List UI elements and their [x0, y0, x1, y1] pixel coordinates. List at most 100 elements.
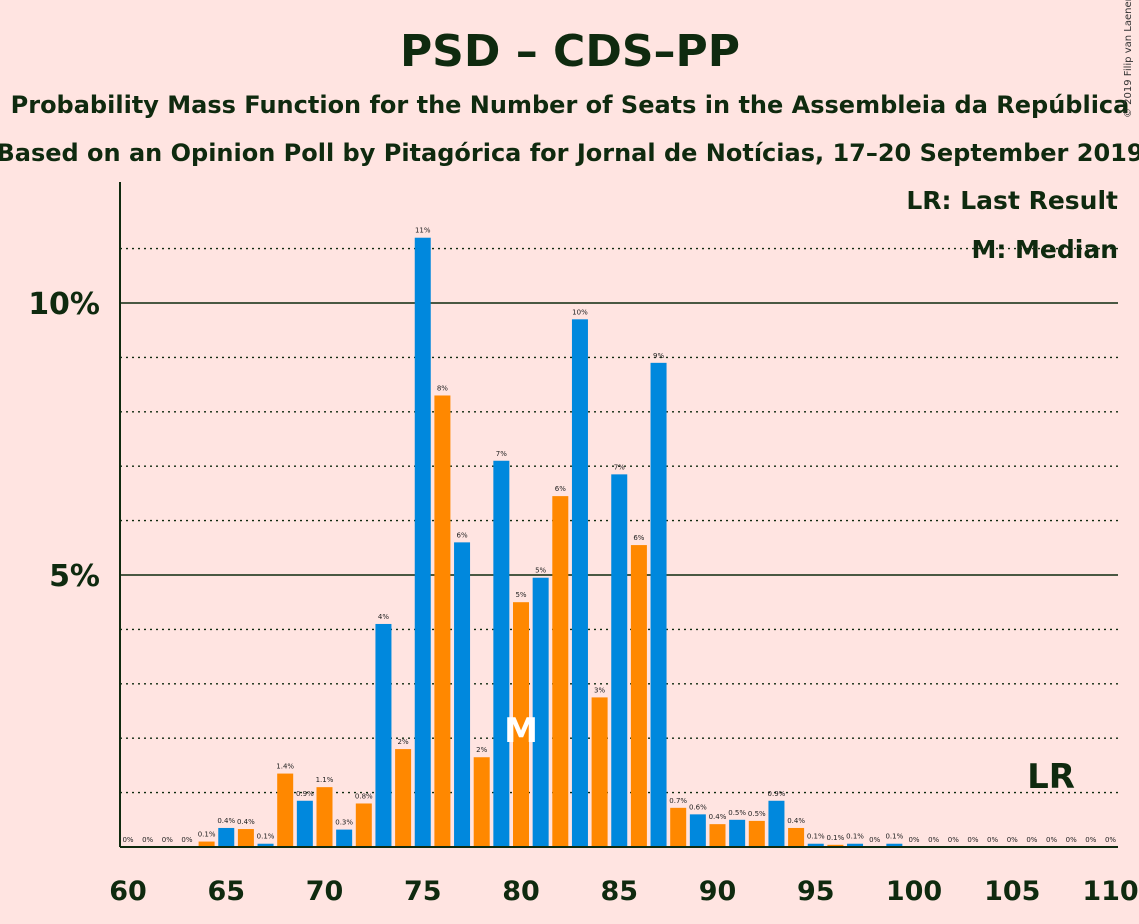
x-tick-label: 95 [797, 876, 835, 907]
bar-seat-82 [552, 496, 569, 847]
data-label-seat-60: 0% [122, 836, 133, 844]
data-label-seat-79: 7% [496, 450, 507, 458]
bar-seat-93 [768, 800, 785, 847]
data-label-seat-96: 0.1% [827, 834, 845, 842]
bar-seat-71 [336, 829, 353, 847]
data-label-seat-72: 0.8% [355, 792, 373, 800]
bar-seat-84 [591, 697, 608, 847]
bar-seat-74 [395, 749, 412, 847]
data-labels-group: 0% 0% 0% 0%0.1%0.4% 0.4%0.1%1.4%0.9%1.1%0.3%… [122, 227, 1116, 844]
bar-seat-79 [493, 460, 510, 847]
data-label-seat-98: 0% [869, 836, 880, 844]
data-label-seat-108: 0% [1066, 836, 1077, 844]
bar-seat-90 [709, 824, 726, 847]
data-label-seat-86: 6% [633, 534, 644, 542]
x-tick-label: 70 [306, 876, 344, 907]
data-label-seat-62: 0% [162, 836, 173, 844]
data-label-seat-64: 0.1% [198, 831, 216, 839]
x-tick-label: 75 [404, 876, 442, 907]
data-label-seat-84: 3% [594, 686, 605, 694]
median-marker: M [504, 711, 538, 751]
data-label-seat-74: 2% [398, 738, 409, 746]
data-label-seat-87: 9% [653, 352, 664, 360]
bar-seat-95 [807, 843, 824, 847]
bar-seat-68 [277, 773, 294, 847]
data-label-seat-90: 0.4% [709, 813, 727, 821]
chart-subtitle-2: Based on an Opinion Poll by Pitagórica f… [0, 139, 1139, 167]
data-label-seat-110: 0% [1105, 836, 1116, 844]
data-label-seat-82: 6% [555, 485, 566, 493]
data-label-seat-94: 0.4% [787, 817, 805, 825]
copyright-note: © 2019 Filip van Laenen [1123, 0, 1134, 118]
data-label-seat-81: 5% [535, 567, 546, 575]
chart-subtitle-1: Probability Mass Function for the Number… [11, 91, 1130, 119]
data-label-seat-104: 0% [987, 836, 998, 844]
bar-seat-87 [650, 362, 667, 847]
bar-seat-85 [611, 474, 628, 847]
data-label-seat-61: 0% [142, 836, 153, 844]
y-tick-label: 5% [49, 559, 100, 594]
bar-seat-89 [689, 814, 706, 847]
data-label-seat-95: 0.1% [807, 833, 825, 841]
bar-seat-75 [414, 237, 431, 848]
data-label-seat-106: 0% [1026, 836, 1037, 844]
bar-seat-86 [630, 545, 647, 847]
data-label-seat-85: 7% [614, 463, 625, 471]
data-label-seat-70: 1.1% [316, 776, 334, 784]
bar-seat-66 [237, 829, 254, 847]
bar-seat-97 [847, 843, 864, 847]
data-label-seat-83: 10% [572, 308, 588, 316]
bar-seat-76 [434, 395, 451, 847]
data-label-seat-103: 0% [967, 836, 978, 844]
bar-seat-92 [748, 820, 765, 847]
data-label-seat-100: 0% [908, 836, 919, 844]
last-result-marker: LR [1027, 757, 1075, 797]
data-label-seat-63: 0% [181, 836, 192, 844]
bar-seat-72 [355, 803, 372, 847]
x-tick-label: 85 [600, 876, 638, 907]
data-label-seat-71: 0.3% [335, 819, 353, 827]
axes-group: 5% 10% 60 65 70 75 80 85 90 95 100 105 110 [28, 182, 1139, 907]
data-label-seat-107: 0% [1046, 836, 1057, 844]
bar-seat-80 [513, 602, 529, 847]
data-label-seat-77: 6% [456, 531, 467, 539]
bar-seat-83 [571, 319, 588, 847]
data-label-seat-101: 0% [928, 836, 939, 844]
legend-last-result: LR: Last Result [906, 186, 1118, 215]
bar-seat-69 [296, 800, 313, 847]
data-label-seat-65: 0.4% [217, 817, 235, 825]
chart-title: PSD – CDS–PP [400, 26, 740, 77]
x-tick-label: 105 [984, 876, 1040, 907]
bar-seat-73 [375, 623, 392, 847]
data-label-seat-102: 0% [948, 836, 959, 844]
data-label-seat-99: 0.1% [885, 833, 903, 841]
data-label-seat-76: 8% [437, 384, 448, 392]
x-tick-label: 110 [1082, 876, 1138, 907]
bar-seat-99 [886, 843, 903, 847]
data-label-seat-91: 0.5% [728, 809, 746, 817]
data-label-seat-68: 1.4% [276, 763, 294, 771]
x-tick-label: 65 [207, 876, 245, 907]
data-label-seat-69: 0.9% [296, 790, 314, 798]
bar-seat-91 [729, 819, 746, 847]
data-label-seat-78: 2% [476, 746, 487, 754]
data-label-seat-89: 0.6% [689, 803, 707, 811]
data-label-seat-88: 0.7% [669, 797, 687, 805]
x-tick-label: 80 [502, 876, 540, 907]
legend-median: M: Median [971, 235, 1118, 264]
bar-seat-78 [473, 757, 490, 847]
data-label-seat-67: 0.1% [257, 833, 275, 841]
bar-seat-96 [827, 844, 844, 847]
bar-seat-67 [257, 843, 274, 847]
data-label-seat-80: 5% [515, 591, 526, 599]
bar-seat-77 [454, 542, 471, 847]
bar-seat-64 [198, 841, 215, 847]
x-tick-label: 60 [109, 876, 147, 907]
x-tick-label: 100 [886, 876, 942, 907]
data-label-seat-92: 0.5% [748, 810, 766, 818]
y-tick-label: 10% [28, 287, 100, 322]
bar-seat-65 [218, 827, 235, 847]
bars-group [198, 237, 903, 848]
bar-seat-81 [532, 577, 549, 847]
